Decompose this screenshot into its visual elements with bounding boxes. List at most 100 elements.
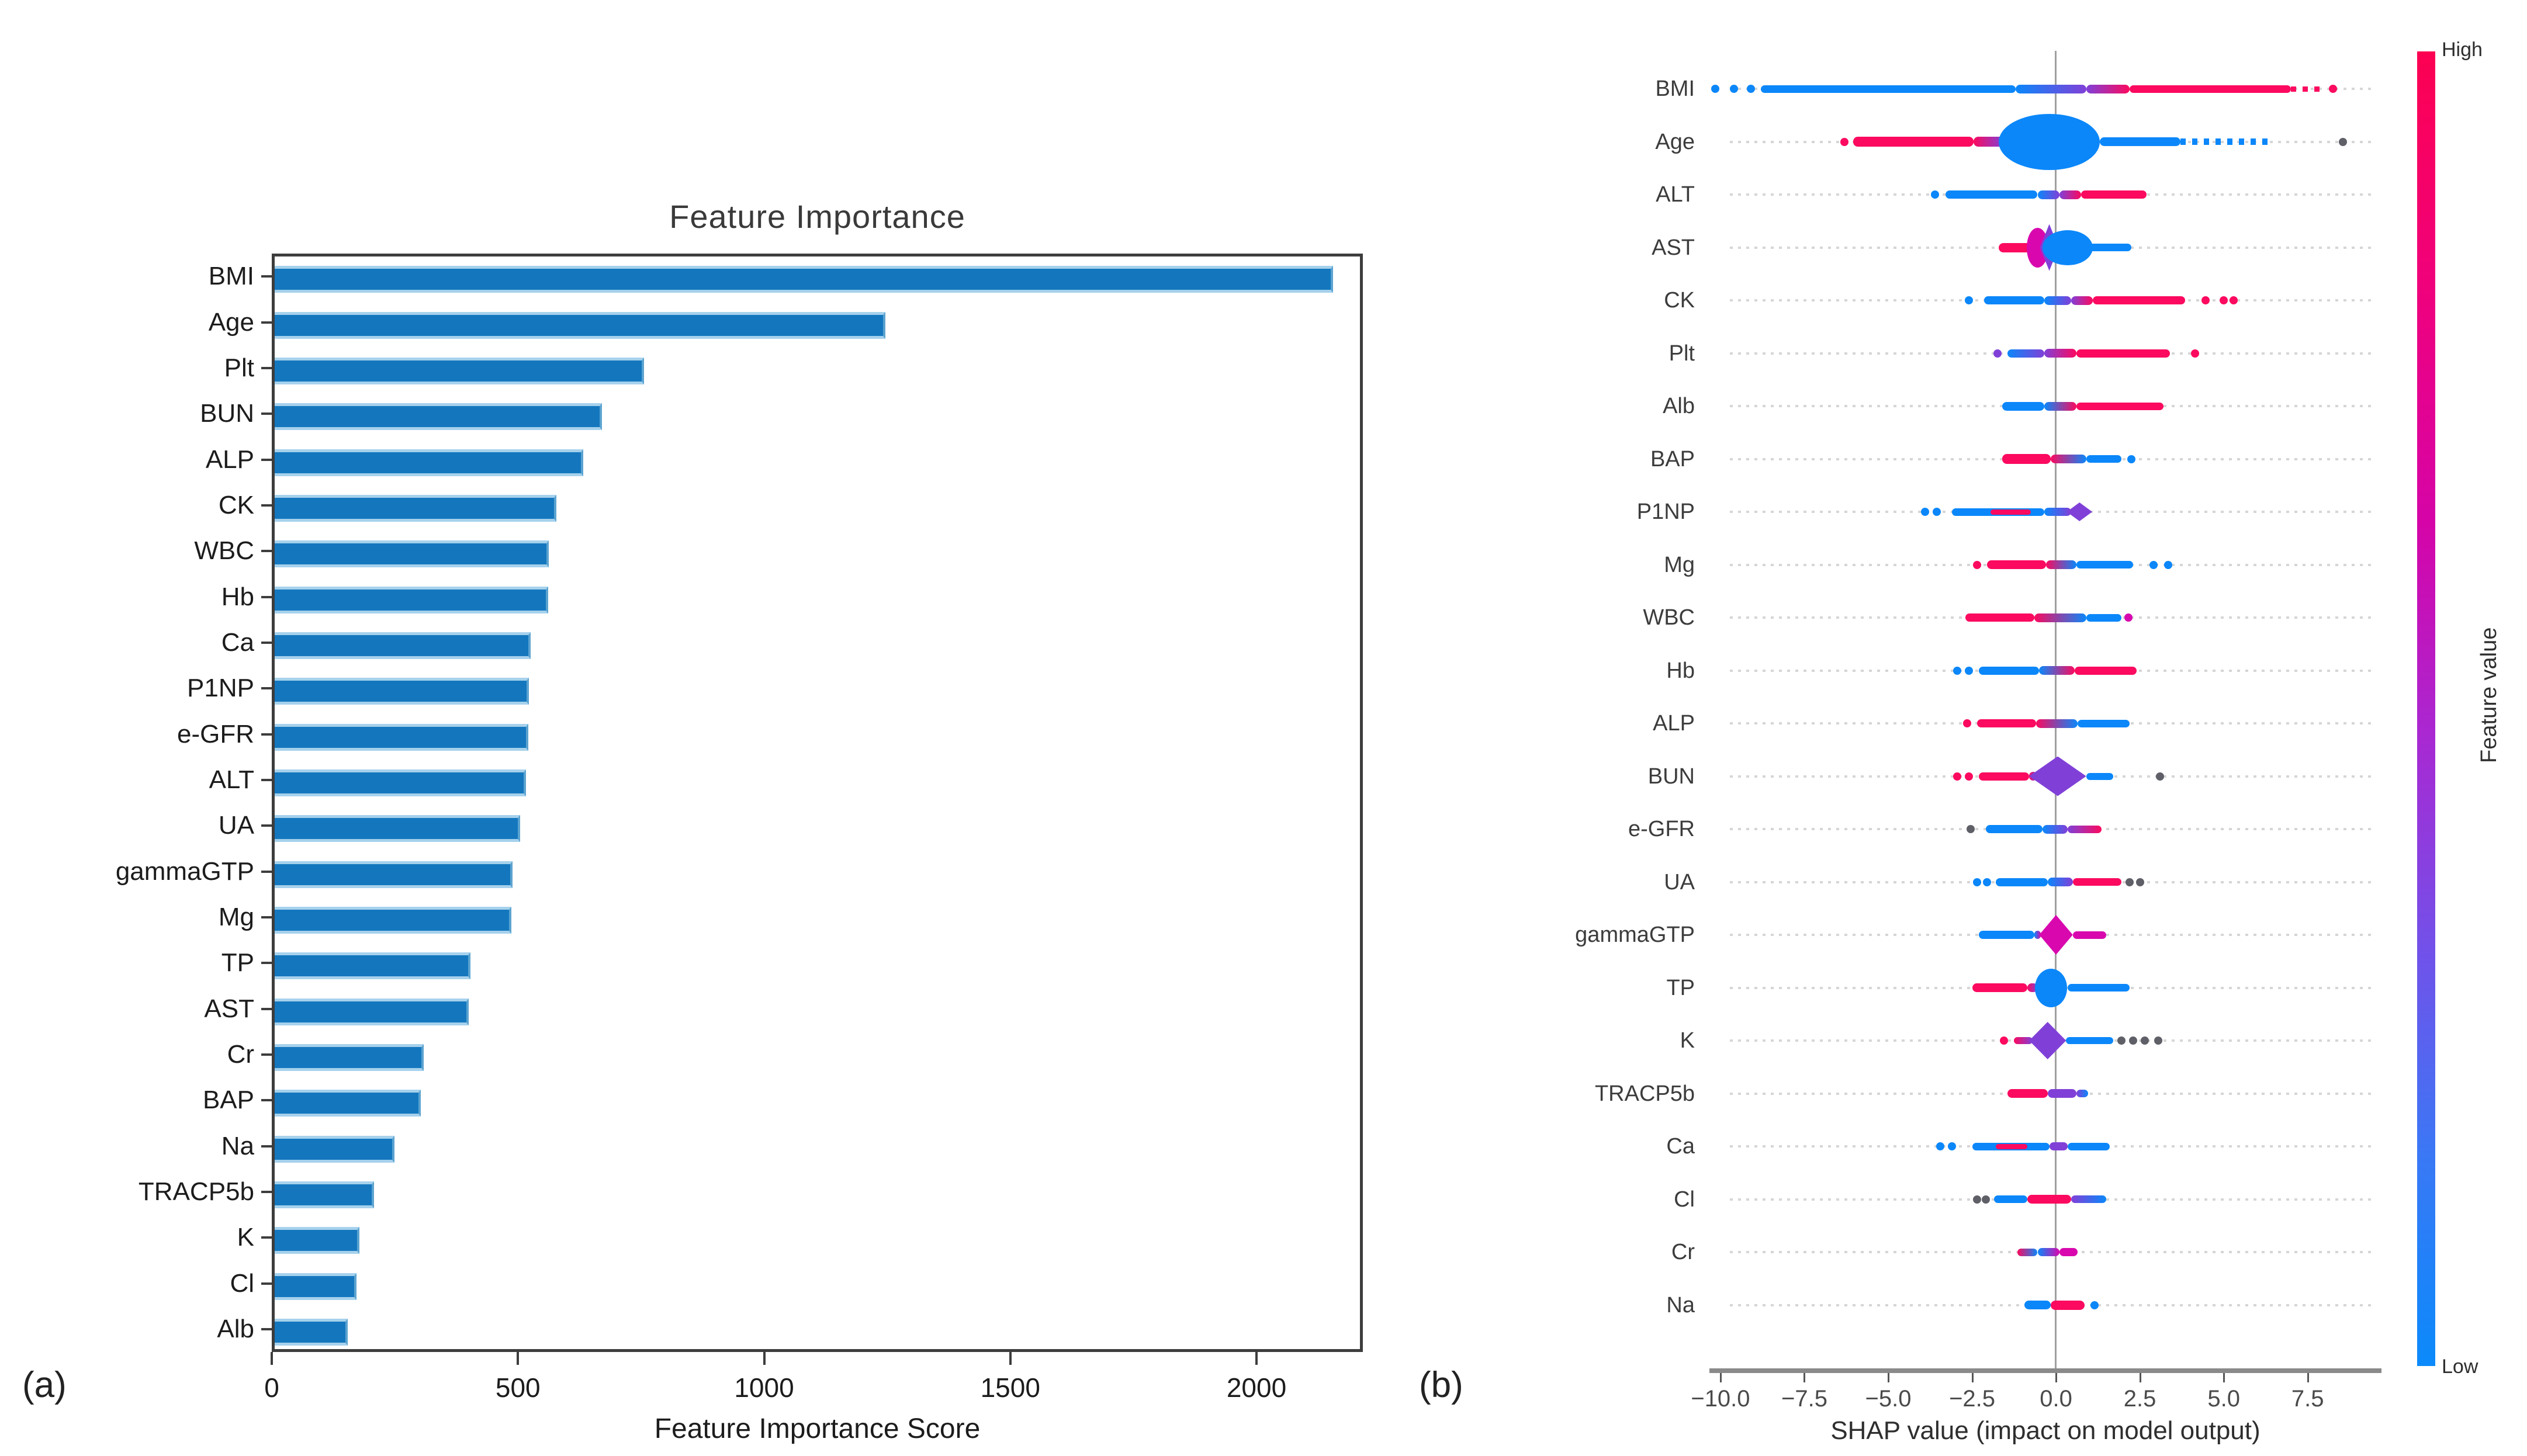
y-label-WBC: WBC (194, 536, 254, 566)
y-label-gammaGTP: gammaGTP (115, 857, 254, 886)
y-label-BUN: BUN (200, 399, 254, 428)
shap-label-UA: UA (1664, 869, 1695, 895)
shap-ALP-mark-2 (2036, 719, 2078, 728)
x-tick-a-2000 (1255, 1352, 1258, 1365)
shap-label-Ca: Ca (1666, 1134, 1695, 1159)
y-tick-P1NP (261, 687, 272, 690)
panel-label-b: (b) (1419, 1365, 1463, 1405)
chart-b-x-axis-label: SHAP value (impact on model output) (1830, 1416, 2261, 1445)
bar-CK (275, 494, 556, 522)
shap-BMI-mark-5 (2086, 84, 2130, 93)
shap-Age-mark-4 (2099, 137, 2180, 146)
colorbar-title: Feature value (2477, 627, 2501, 764)
shap-BUN-mark-0 (1953, 772, 1961, 781)
shap-Cr-mark-2 (2059, 1248, 2078, 1256)
shap-CK-mark-3 (2071, 296, 2093, 305)
x-tick-label-b-7.5: 7.5 (2291, 1386, 2324, 1412)
shap-Mg-mark-5 (2164, 560, 2173, 569)
shap-Ca-mark-3 (1995, 1143, 2028, 1149)
bar-e-GFR (275, 723, 528, 751)
y-label-AST: AST (204, 994, 254, 1023)
shap-BMI-mark-2 (1746, 85, 1755, 93)
shap-P1NP-mark-0 (1921, 508, 1930, 516)
shap-e-GFR-mark-2 (2043, 824, 2068, 834)
y-label-Mg: Mg (218, 902, 254, 931)
shap-BUN-mark-5 (2086, 772, 2113, 780)
bar-BMI (275, 266, 1334, 293)
shap-CK-mark-2 (2044, 296, 2071, 305)
shap-Na-mark-2 (2090, 1301, 2099, 1309)
shap-Na-mark-0 (2024, 1301, 2051, 1309)
shap-e-GFR-mark-1 (1985, 825, 2043, 833)
shap-label-Hb: Hb (1666, 658, 1695, 683)
shap-gammaGTP-mark-1 (2034, 931, 2041, 939)
bar-BUN (275, 403, 603, 431)
shap-ALT-mark-0 (1931, 190, 1940, 199)
bar-Mg (275, 906, 512, 934)
y-label-K: K (237, 1223, 254, 1252)
shap-Hb-mark-3 (2039, 666, 2075, 675)
x-tick-label-a-0: 0 (264, 1372, 279, 1403)
y-tick-BMI (261, 275, 272, 278)
shap-Hb-mark-4 (2074, 666, 2137, 675)
shap-label-Mg: Mg (1664, 552, 1695, 577)
shap-label-BMI: BMI (1655, 77, 1695, 101)
y-tick-WBC (261, 550, 272, 553)
y-tick-Mg (261, 916, 272, 918)
shap-TRACP5b-mark-0 (2007, 1089, 2048, 1098)
shap-BUN-mark-2 (1979, 772, 2030, 781)
x-tick-b-−5.0 (1888, 1373, 1890, 1382)
shap-ALT-mark-2 (2037, 190, 2059, 199)
shap-Age-mark-5 (2180, 138, 2275, 145)
shap-Mg-mark-1 (1987, 560, 2046, 569)
shap-CK-mark-5 (2201, 296, 2210, 304)
shap-BMI-mark-8 (2328, 85, 2337, 93)
panel-label-a: (a) (22, 1365, 67, 1405)
x-tick-label-b-0.0: 0.0 (2040, 1386, 2072, 1412)
shap-label-ALP: ALP (1653, 711, 1695, 736)
y-label-BAP: BAP (202, 1086, 254, 1115)
y-tick-Plt (261, 366, 272, 369)
colorbar-high-label: High (2442, 39, 2483, 61)
bar-Plt (275, 357, 644, 384)
bar-Cl (275, 1273, 356, 1300)
y-label-Hb: Hb (221, 582, 254, 611)
shap-TRACP5b-mark-1 (2047, 1089, 2076, 1098)
y-label-Age: Age (208, 307, 254, 337)
y-tick-BAP (261, 1099, 272, 1102)
y-tick-ALP (261, 458, 272, 461)
shap-AST-mark-3 (2043, 230, 2093, 265)
shap-Hb-mark-1 (1964, 666, 1973, 675)
y-label-Na: Na (221, 1131, 254, 1160)
shap-Plt-mark-1 (2007, 349, 2044, 358)
bar-UA (275, 815, 521, 843)
x-tick-label-a-500: 500 (495, 1372, 541, 1403)
shap-Mg-mark-3 (2076, 561, 2134, 568)
shap-Cl-mark-4 (2071, 1195, 2107, 1203)
shap-Ca-mark-1 (1948, 1142, 1957, 1150)
shap-AST-mark-0 (1999, 242, 2031, 252)
shap-P1NP-mark-4 (2044, 508, 2071, 516)
shap-TP-mark-3 (2068, 984, 2130, 992)
shap-label-ALT: ALT (1656, 182, 1695, 207)
shap-label-AST: AST (1652, 235, 1695, 260)
bar-WBC (275, 540, 549, 568)
shap-Cl-mark-2 (1993, 1195, 2028, 1203)
shap-Age-mark-2 (1974, 137, 2005, 147)
chart-a-title: Feature Importance (669, 198, 965, 235)
y-label-ALP: ALP (205, 445, 254, 474)
shap-Hb-mark-0 (1953, 666, 1961, 675)
y-tick-Alb (261, 1327, 272, 1330)
y-tick-e-GFR (261, 733, 272, 736)
shap-BAP-mark-2 (2086, 455, 2122, 463)
shap-Age-mark-1 (1853, 137, 1974, 147)
shap-gammaGTP-mark-0 (1979, 931, 2034, 939)
shap-CK-mark-6 (2220, 296, 2228, 304)
x-tick-label-b-−5.0: −5.0 (1865, 1386, 1912, 1412)
x-tick-label-a-1500: 1500 (980, 1372, 1040, 1403)
x-tick-label-b-2.5: 2.5 (2123, 1386, 2156, 1412)
y-tick-ALT (261, 778, 272, 781)
shap-WBC-mark-3 (2124, 613, 2133, 622)
shap-Alb-mark-0 (2002, 401, 2044, 411)
shap-label-gammaGTP: gammaGTP (1575, 923, 1695, 947)
